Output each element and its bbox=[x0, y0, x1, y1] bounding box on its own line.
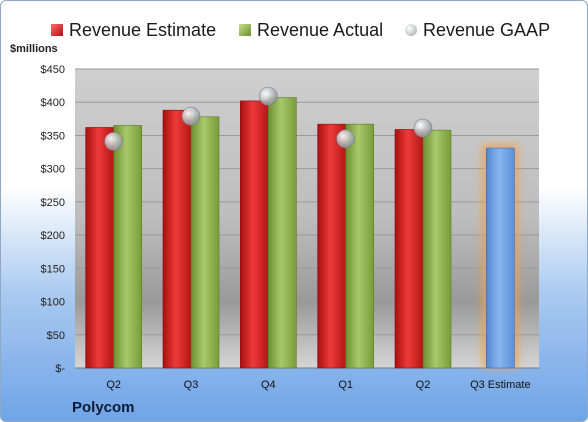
marker-revenue-gaap bbox=[259, 86, 278, 106]
y-tick-label: $400 bbox=[41, 97, 65, 109]
legend: Revenue Estimate Revenue Actual Revenue … bbox=[1, 15, 587, 45]
bars bbox=[85, 97, 519, 369]
bar-revenue-estimate bbox=[240, 100, 269, 369]
x-tick-label: Q2 bbox=[106, 379, 121, 391]
y-axis-unit: $millions bbox=[10, 43, 58, 55]
gridlines bbox=[75, 68, 539, 369]
legend-swatch-estimate bbox=[51, 24, 63, 36]
legend-item-revenue-estimate: Revenue Estimate bbox=[51, 15, 216, 45]
gaap-markers bbox=[104, 86, 433, 151]
y-tick-label: $50 bbox=[47, 330, 65, 342]
legend-label-estimate: Revenue Estimate bbox=[69, 19, 217, 40]
bar-revenue-estimate bbox=[317, 123, 346, 369]
plot-area bbox=[75, 69, 539, 368]
x-tick-label: Q3 bbox=[184, 379, 199, 391]
bar-revenue-actual bbox=[345, 123, 374, 369]
x-tick-label: Q3 Estimate bbox=[470, 379, 531, 391]
y-axis-ticks: $- $50 $100 $150 $200 $250 $300 $350 $400 $450 bbox=[41, 64, 66, 375]
bar-revenue-actual bbox=[422, 129, 452, 369]
bar-revenue-estimate bbox=[162, 109, 192, 369]
y-tick-label: $250 bbox=[41, 197, 65, 209]
y-tick-label: $450 bbox=[41, 64, 65, 76]
marker-revenue-gaap bbox=[181, 106, 201, 126]
x-tick-label: Q1 bbox=[338, 379, 353, 391]
legend-item-revenue-actual: Revenue Actual bbox=[239, 15, 383, 45]
marker-revenue-gaap bbox=[413, 118, 433, 138]
y-tick-label: $- bbox=[55, 363, 65, 375]
legend-swatch-gaap bbox=[405, 24, 417, 36]
bar-revenue-actual bbox=[113, 125, 142, 369]
marker-revenue-gaap bbox=[104, 132, 123, 151]
bar-q3-estimate bbox=[486, 147, 515, 369]
company-name: Polycom bbox=[72, 399, 135, 416]
bar-revenue-estimate bbox=[394, 129, 424, 369]
bar-revenue-estimate bbox=[85, 127, 114, 369]
y-tick-label: $300 bbox=[41, 164, 65, 176]
legend-swatch-actual bbox=[239, 24, 251, 36]
y-tick-label: $200 bbox=[41, 230, 65, 242]
y-tick-label: $150 bbox=[41, 263, 65, 275]
x-tick-label: Q4 bbox=[261, 379, 276, 391]
bar-revenue-actual bbox=[190, 116, 220, 369]
x-tick-label: Q2 bbox=[416, 379, 431, 391]
y-tick-label: $350 bbox=[41, 130, 65, 142]
legend-label-actual: Revenue Actual bbox=[257, 19, 384, 40]
x-axis-ticks: Q2 Q3 Q4 Q1 Q2 Q3 Estimate bbox=[106, 379, 530, 391]
legend-label-gaap: Revenue GAAP bbox=[423, 19, 551, 40]
marker-revenue-gaap bbox=[336, 129, 355, 149]
y-tick-label: $100 bbox=[41, 297, 65, 309]
bar-revenue-actual bbox=[268, 97, 297, 369]
legend-item-revenue-gaap: Revenue GAAP bbox=[405, 15, 550, 45]
